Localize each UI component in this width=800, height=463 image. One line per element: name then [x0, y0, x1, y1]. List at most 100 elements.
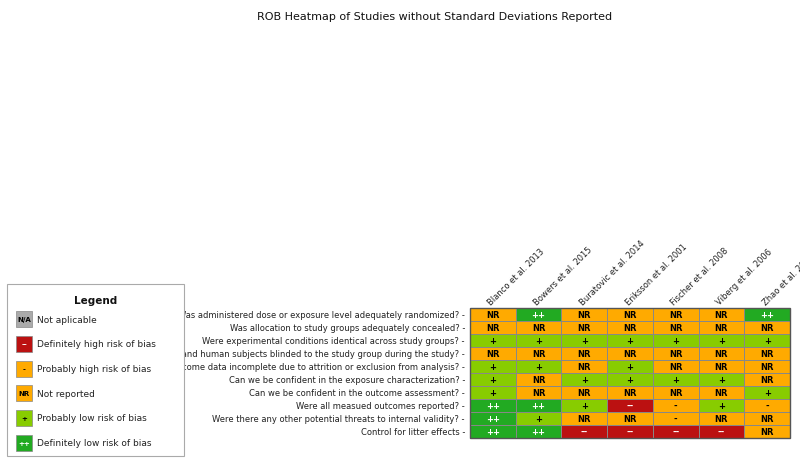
- Text: NR: NR: [578, 323, 591, 332]
- Text: ++: ++: [531, 427, 546, 436]
- Text: ++: ++: [486, 414, 500, 423]
- Text: Viberg et al. 2006: Viberg et al. 2006: [715, 247, 774, 307]
- Text: NR: NR: [486, 310, 500, 319]
- Bar: [698, 386, 744, 399]
- Text: +: +: [581, 375, 588, 384]
- Text: +: +: [581, 336, 588, 345]
- Text: --: --: [718, 427, 725, 436]
- Bar: [653, 321, 698, 334]
- Bar: [16, 361, 32, 377]
- Text: +: +: [626, 375, 634, 384]
- Bar: [16, 386, 32, 401]
- Bar: [562, 399, 607, 412]
- Text: Was administered dose or exposure level adequately randomized? -: Was administered dose or exposure level …: [178, 310, 465, 319]
- Text: NR: NR: [578, 388, 591, 397]
- Bar: [744, 347, 790, 360]
- Bar: [744, 360, 790, 373]
- Bar: [562, 425, 607, 438]
- Text: NR: NR: [760, 362, 774, 371]
- Bar: [607, 386, 653, 399]
- Bar: [516, 360, 562, 373]
- Bar: [744, 308, 790, 321]
- Bar: [698, 373, 744, 386]
- Bar: [607, 412, 653, 425]
- Bar: [470, 308, 516, 321]
- Bar: [16, 336, 32, 352]
- Bar: [698, 321, 744, 334]
- Text: NR: NR: [760, 349, 774, 358]
- Text: Blanco et al. 2013: Blanco et al. 2013: [486, 246, 546, 307]
- Text: NR: NR: [623, 349, 637, 358]
- Text: +: +: [718, 401, 725, 410]
- Text: Bowers et al. 2015: Bowers et al. 2015: [532, 244, 594, 307]
- Bar: [653, 425, 698, 438]
- Bar: [653, 399, 698, 412]
- Text: ++: ++: [531, 310, 546, 319]
- Text: NR: NR: [714, 323, 728, 332]
- Text: Probably high risk of bias: Probably high risk of bias: [37, 364, 151, 373]
- Bar: [516, 347, 562, 360]
- Text: +: +: [581, 401, 588, 410]
- Text: NR: NR: [714, 349, 728, 358]
- Text: +: +: [764, 388, 770, 397]
- Bar: [653, 373, 698, 386]
- Text: NR: NR: [578, 349, 591, 358]
- Text: +: +: [490, 362, 496, 371]
- Bar: [470, 321, 516, 334]
- Text: Eriksson et al. 2001: Eriksson et al. 2001: [624, 242, 689, 307]
- Bar: [653, 360, 698, 373]
- Text: NR: NR: [532, 323, 546, 332]
- FancyBboxPatch shape: [7, 284, 184, 456]
- Bar: [744, 321, 790, 334]
- Text: Fischer et al. 2008: Fischer et al. 2008: [670, 245, 730, 307]
- Bar: [607, 360, 653, 373]
- Text: Definitely high risk of bias: Definitely high risk of bias: [37, 340, 156, 349]
- Text: -: -: [674, 414, 678, 423]
- Text: NR: NR: [486, 349, 500, 358]
- Text: Legend: Legend: [74, 295, 117, 305]
- Text: NR: NR: [623, 388, 637, 397]
- Text: NR: NR: [578, 310, 591, 319]
- Text: -: -: [22, 366, 26, 372]
- Bar: [16, 312, 32, 328]
- Bar: [744, 386, 790, 399]
- Text: +: +: [718, 375, 725, 384]
- Text: NR: NR: [669, 349, 682, 358]
- Text: NR: NR: [760, 427, 774, 436]
- Text: +: +: [672, 336, 679, 345]
- Text: Were outcome data incomplete due to attrition or exclusion from analysis? -: Were outcome data incomplete due to attr…: [144, 362, 465, 371]
- Bar: [653, 412, 698, 425]
- Text: Buratovic et al. 2014: Buratovic et al. 2014: [578, 238, 646, 307]
- Text: NR: NR: [623, 414, 637, 423]
- Bar: [562, 373, 607, 386]
- Text: NR: NR: [669, 362, 682, 371]
- Text: NR: NR: [578, 414, 591, 423]
- Text: NR: NR: [623, 323, 637, 332]
- Text: NR: NR: [486, 323, 500, 332]
- Text: NR: NR: [532, 388, 546, 397]
- Bar: [698, 334, 744, 347]
- Bar: [744, 412, 790, 425]
- Text: +: +: [718, 336, 725, 345]
- Bar: [470, 347, 516, 360]
- Bar: [516, 321, 562, 334]
- Bar: [516, 386, 562, 399]
- Text: --: --: [21, 341, 27, 347]
- Text: Definitely low risk of bias: Definitely low risk of bias: [37, 438, 151, 447]
- Text: NR: NR: [760, 375, 774, 384]
- Text: NR: NR: [532, 375, 546, 384]
- Text: NR: NR: [760, 414, 774, 423]
- Text: NR: NR: [623, 310, 637, 319]
- Text: Not aplicable: Not aplicable: [37, 315, 97, 324]
- Bar: [470, 399, 516, 412]
- Text: NR: NR: [18, 390, 30, 396]
- Bar: [516, 308, 562, 321]
- Bar: [607, 334, 653, 347]
- Text: Were all measued outcomes reported? -: Were all measued outcomes reported? -: [296, 401, 465, 410]
- Bar: [698, 308, 744, 321]
- Bar: [16, 410, 32, 426]
- Bar: [653, 386, 698, 399]
- Text: ++: ++: [486, 401, 500, 410]
- Text: Not reported: Not reported: [37, 389, 95, 398]
- Text: Was allocation to study groups adequately concealed? -: Was allocation to study groups adequatel…: [230, 323, 465, 332]
